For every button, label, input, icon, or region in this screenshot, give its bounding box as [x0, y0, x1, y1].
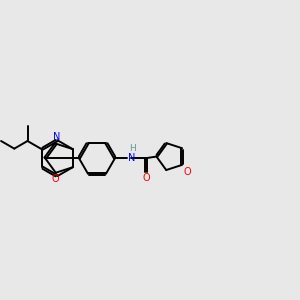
Text: H: H	[129, 144, 136, 153]
Text: O: O	[51, 174, 59, 184]
Text: O: O	[142, 173, 150, 184]
Text: O: O	[183, 167, 191, 176]
Text: N: N	[128, 153, 135, 163]
Text: N: N	[52, 132, 60, 142]
